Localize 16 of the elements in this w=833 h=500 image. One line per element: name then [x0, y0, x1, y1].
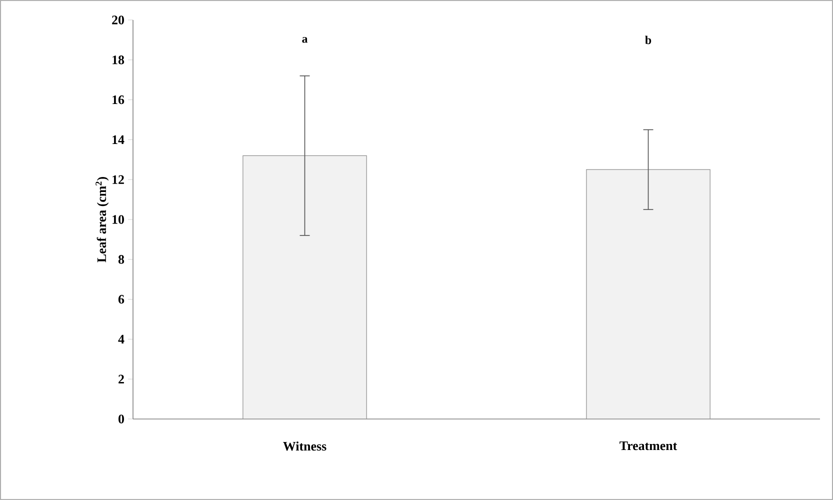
- y-tick-label: 14: [112, 135, 124, 144]
- y-tick-label: 18: [112, 56, 124, 64]
- x-tick-label: Treatment: [620, 442, 678, 450]
- y-axis-title: Leaf area (cm$^{2}$): [96, 177, 109, 262]
- y-tick-label: 20: [112, 16, 124, 24]
- y-tick-label: 6: [118, 294, 124, 304]
- y-tick-label: 2: [118, 374, 124, 384]
- y-tick-label: 0: [118, 414, 124, 424]
- annotation: b: [645, 36, 652, 44]
- y-tick-label: 12: [112, 175, 124, 184]
- x-tick-label: Witness: [283, 442, 326, 451]
- y-tick-label: 8: [118, 255, 124, 264]
- y-tick-label: 4: [118, 334, 124, 344]
- y-tick-label: 16: [112, 95, 124, 104]
- annotation: a: [302, 37, 308, 43]
- y-tick-label: 10: [112, 215, 124, 224]
